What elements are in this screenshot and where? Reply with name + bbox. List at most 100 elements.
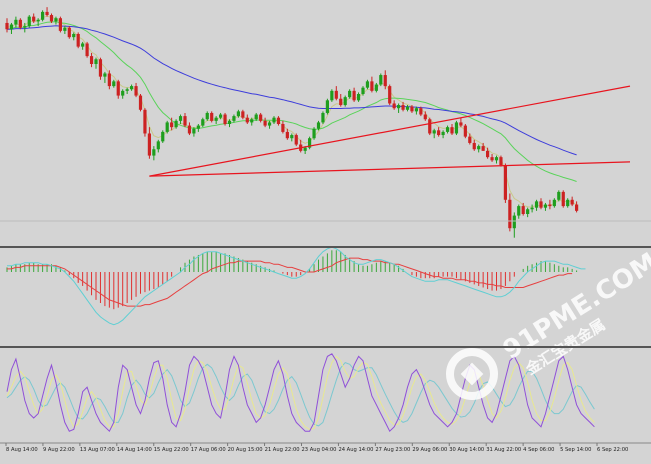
time-label: 4 Sep 06:00 (523, 447, 554, 453)
candle-body (543, 204, 548, 208)
candle-body (388, 86, 392, 104)
candle-body (161, 131, 165, 142)
candle-body (486, 150, 490, 158)
candle-body (561, 191, 565, 207)
candle-body (165, 122, 169, 132)
candle-body (490, 157, 494, 161)
candle-body (410, 106, 414, 112)
candle-body (405, 106, 410, 110)
candle-body (445, 127, 450, 132)
time-label: 5 Sep 14:00 (560, 447, 591, 453)
candle-body (89, 56, 94, 64)
candle-body (5, 22, 9, 30)
candle-body (356, 94, 361, 101)
candle-body (45, 11, 49, 16)
candle-body (566, 199, 570, 207)
candle-body (374, 84, 378, 91)
candle-body (459, 122, 463, 126)
candle-body (236, 111, 240, 117)
candle-body (308, 138, 312, 148)
candle-body (325, 100, 329, 113)
candle-body (232, 116, 236, 121)
candle-body (575, 204, 579, 211)
candle-body (526, 209, 530, 214)
candle-body (539, 201, 543, 208)
candle-body (481, 146, 485, 151)
candle-body (379, 75, 383, 85)
candle-body (316, 122, 321, 129)
candle-body (183, 116, 187, 126)
candle-body (339, 98, 343, 106)
candle-body (503, 165, 507, 200)
candle-body (143, 109, 147, 134)
candle-body (152, 149, 156, 156)
candle-body (205, 112, 209, 120)
candle-body (219, 114, 223, 118)
candle-body (98, 59, 103, 77)
candle-body (210, 112, 214, 121)
candle-body (392, 103, 396, 109)
candle-body (401, 105, 405, 110)
candle-body (419, 108, 423, 115)
time-label: 30 Aug 14:00 (449, 447, 484, 453)
candle-body (494, 157, 499, 161)
candle-body (423, 114, 427, 120)
candle-body (121, 90, 125, 96)
time-label: 21 Aug 22:00 (265, 447, 300, 453)
candle-body (41, 11, 45, 20)
candle-body (156, 141, 160, 150)
candle-body (134, 86, 138, 96)
watermark-ring (446, 348, 498, 400)
moving-average-line-3 (7, 25, 577, 156)
time-label: 15 Aug 22:00 (154, 447, 189, 453)
candle-body (170, 122, 174, 128)
candle-body (552, 199, 556, 207)
candle-body (334, 90, 338, 99)
candle-body (441, 131, 445, 136)
candle-body (85, 43, 89, 57)
stochastic-pane[interactable] (6, 353, 595, 433)
candle-body (241, 111, 245, 118)
candle-body (281, 124, 285, 132)
candle-body (32, 16, 36, 22)
candle-body (9, 24, 14, 30)
candle-body (138, 95, 143, 110)
candle-body (214, 117, 218, 121)
candle-body (223, 114, 227, 124)
time-label: 23 Aug 04:00 (302, 447, 337, 453)
candle-body (125, 89, 129, 91)
candle-body (18, 19, 22, 28)
time-label: 20 Aug 15:00 (228, 447, 263, 453)
price-pane[interactable] (5, 7, 631, 238)
candle-body (548, 204, 552, 207)
candle-body (472, 142, 476, 150)
time-label: 17 Aug 06:00 (191, 447, 226, 453)
candle-body (428, 119, 432, 134)
candle-body (397, 105, 401, 109)
candle-body (521, 206, 525, 214)
candle-body (365, 81, 370, 88)
trendline-2 (149, 161, 631, 177)
oscillator-line-2 (7, 246, 586, 326)
candle-body (468, 136, 472, 143)
time-label: 31 Aug 22:00 (486, 447, 521, 453)
candle-body (463, 125, 467, 137)
candle-body (570, 199, 574, 205)
candle-body (72, 34, 76, 38)
candle-body (312, 128, 316, 139)
candle-body (303, 147, 307, 151)
time-label: 29 Aug 06:00 (412, 447, 447, 453)
candle-body (321, 112, 325, 123)
candle-body (343, 97, 347, 106)
candle-body (517, 206, 521, 216)
candle-body (432, 130, 436, 134)
candle-body (245, 117, 249, 123)
watermark-diamond (460, 362, 484, 386)
candle-body (267, 122, 272, 126)
candle-body (49, 15, 54, 22)
candle-body (103, 73, 107, 77)
candle-body (352, 90, 356, 101)
oscillator-pane[interactable] (6, 246, 586, 326)
